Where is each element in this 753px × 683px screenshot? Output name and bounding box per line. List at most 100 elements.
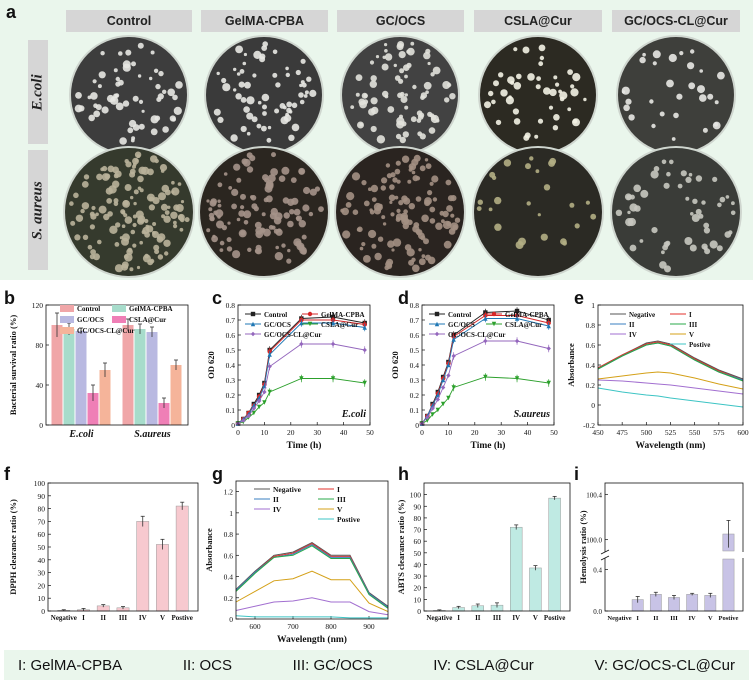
bacterial-colony [240, 205, 245, 210]
bacterial-colony [407, 179, 412, 184]
y-tick-label: 0.8 [586, 321, 596, 330]
plot-frame [597, 304, 744, 426]
bacterial-colony [572, 118, 580, 127]
bacterial-colony [132, 222, 137, 228]
bacterial-colony [148, 204, 155, 211]
bacterial-colony [342, 230, 351, 239]
bacterial-colony [401, 195, 408, 202]
bacterial-colony [133, 201, 137, 206]
y-axis-label: Hemolysis ratio (%) [578, 510, 588, 583]
bacterial-colony [238, 210, 245, 217]
bacterial-colony [89, 224, 95, 230]
bar [170, 365, 182, 425]
bacterial-colony [399, 68, 405, 74]
bacterial-colony [374, 252, 382, 261]
x-tick-label: 40 [524, 428, 532, 437]
bacterial-colony [403, 209, 408, 214]
plot-frame [47, 482, 199, 612]
x-category-label: Negative [426, 614, 452, 622]
bacterial-colony [356, 227, 361, 232]
chart-b: 0 40 80 120 E.coli S.aureus Bacterial survival… [8, 301, 189, 440]
bacterial-colony [350, 105, 355, 109]
bacterial-colony [415, 228, 421, 234]
bacterial-colony [274, 108, 280, 114]
bacterial-colony [96, 173, 103, 181]
bacterial-colony [221, 77, 227, 84]
bacterial-colony [271, 152, 276, 158]
bacterial-colony [446, 221, 452, 227]
bacterial-colony [512, 108, 520, 115]
x-tick-label: 450 [592, 428, 604, 437]
x-tick-label: 50 [550, 428, 558, 437]
bacterial-colony [115, 81, 121, 87]
bacterial-colony [484, 101, 491, 109]
bacterial-colony [513, 82, 522, 90]
x-tick-label: 10 [261, 428, 269, 437]
bacterial-colony [368, 108, 376, 116]
bacterial-colony [155, 83, 161, 90]
bacterial-colony [352, 209, 359, 215]
bacterial-colony [730, 210, 736, 216]
bacterial-colony [716, 245, 723, 252]
bacterial-colony [518, 237, 526, 246]
y-tick-label: 40 [36, 381, 44, 390]
bacterial-colony [585, 200, 591, 205]
bacterial-colony [572, 73, 581, 82]
agar-plate [71, 37, 187, 153]
x-category-label: III [670, 615, 678, 622]
bacterial-colony [167, 88, 175, 97]
bacterial-colony [159, 164, 168, 172]
y-tick-label: 90 [414, 502, 422, 511]
bacterial-colony [115, 76, 121, 82]
data-point [430, 412, 435, 417]
bacterial-colony [695, 208, 702, 215]
bacterial-colony [281, 166, 290, 175]
bar [51, 325, 63, 425]
bacterial-colony [549, 88, 557, 97]
bacterial-colony [318, 206, 324, 213]
y-tick-label: 0.6 [224, 551, 234, 560]
bacterial-colony [538, 61, 544, 67]
bacterial-colony [498, 72, 504, 78]
bacterial-colony [381, 177, 388, 184]
bacterial-colony [538, 44, 546, 52]
x-tick-label: 20 [287, 428, 295, 437]
bacterial-colony [370, 184, 379, 193]
y-tick-label: 10 [38, 594, 46, 603]
bacterial-colony [231, 203, 238, 210]
y-tick-label: 0.3 [410, 376, 420, 385]
axis-break-mark [600, 549, 610, 555]
bacterial-colony [288, 134, 295, 141]
y-tick-label: 40 [414, 560, 422, 569]
bacterial-colony [522, 46, 530, 54]
bacterial-colony [639, 239, 644, 243]
bacterial-colony [286, 101, 293, 108]
bacterial-colony [93, 110, 101, 118]
bacterial-colony [289, 209, 295, 215]
panel-label-e: e [574, 288, 585, 308]
bacterial-colony [97, 239, 102, 245]
bacterial-colony [230, 134, 238, 142]
bacterial-colony [567, 107, 572, 112]
bacterial-colony [398, 200, 404, 206]
y-tick-label: 100 [410, 491, 422, 500]
x-axis-label: Time (h) [471, 440, 506, 451]
bacterial-colony [75, 92, 82, 99]
bacterial-colony [413, 154, 421, 162]
bacterial-colony [703, 222, 710, 229]
bacterial-colony [404, 105, 409, 110]
bacterial-colony [704, 248, 711, 255]
bacterial-colony [241, 158, 248, 165]
bacterial-colony [403, 64, 410, 71]
bacterial-colony [668, 53, 677, 63]
bacterial-colony [361, 180, 367, 186]
panel-label-i: i [574, 464, 580, 484]
bacterial-colony [396, 208, 401, 213]
y-tick-label: 0.8 [226, 301, 236, 310]
y-tick-label: 0 [229, 615, 233, 624]
bacterial-colony [707, 93, 714, 100]
bar [99, 370, 111, 425]
legend-label: I [689, 311, 692, 319]
bacterial-colony [369, 60, 375, 65]
